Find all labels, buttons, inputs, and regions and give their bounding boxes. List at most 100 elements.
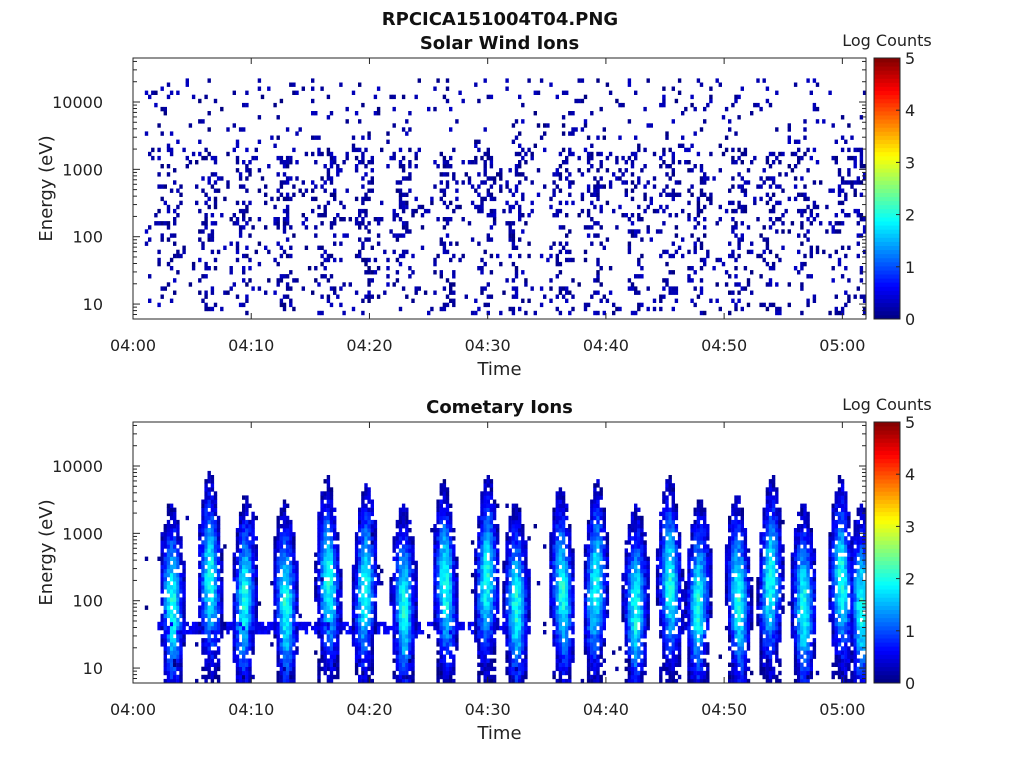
- spectrogram-cell: [251, 646, 255, 651]
- colorbar-step: [874, 204, 900, 210]
- spectrogram-cell: [289, 253, 293, 259]
- spectrogram-cell: [505, 532, 509, 537]
- spectrogram-cell: [163, 536, 167, 541]
- spectrogram-cell: [734, 302, 738, 308]
- spectrogram-cell: [414, 585, 418, 590]
- spectrogram-cell: [251, 532, 255, 537]
- spectrogram-cell: [232, 560, 236, 566]
- spectrogram-cell: [282, 548, 287, 553]
- spectrogram-cell: [213, 670, 218, 676]
- spectrogram-cell: [746, 168, 751, 173]
- spectrogram-cell: [825, 204, 829, 210]
- spectrogram-cell: [436, 548, 440, 553]
- spectrogram-cell: [508, 617, 512, 623]
- spectrogram-cell: [740, 306, 744, 312]
- spectrogram-cell: [169, 678, 174, 684]
- spectrogram-cell: [401, 678, 406, 684]
- spectrogram-cell: [778, 160, 782, 165]
- spectrogram-cell: [358, 678, 362, 684]
- spectrogram-cell: [279, 601, 284, 606]
- spectrogram-cell: [452, 597, 456, 602]
- spectrogram-cell: [198, 257, 202, 263]
- spectrogram-cell: [771, 261, 776, 267]
- spectrogram-cell: [238, 670, 243, 676]
- spectrogram-cell: [561, 147, 566, 153]
- spectrogram-cell: [803, 196, 807, 202]
- spectrogram-cell: [693, 302, 697, 308]
- spectrogram-cell: [552, 180, 556, 185]
- spectrogram-cell: [489, 650, 494, 655]
- spectrogram-cell: [282, 662, 287, 667]
- spectrogram-cell: [242, 678, 246, 684]
- spectrogram-cell: [282, 625, 287, 631]
- spectrogram-cell: [514, 621, 519, 627]
- spectrogram-cell: [333, 290, 337, 295]
- spectrogram-cell: [401, 609, 406, 614]
- spectrogram-cell: [502, 621, 506, 627]
- spectrogram-cell: [442, 581, 447, 586]
- spectrogram-cell: [847, 180, 851, 185]
- spectrogram-cell: [483, 168, 487, 173]
- spectrogram-cell: [292, 609, 296, 614]
- spectrogram-cell: [204, 597, 208, 602]
- spectrogram-cell: [242, 225, 246, 230]
- spectrogram-cell: [405, 678, 409, 684]
- spectrogram-cell: [809, 213, 813, 218]
- spectrogram-cell: [630, 180, 635, 185]
- spectrogram-cell: [565, 290, 569, 295]
- spectrogram-cell: [323, 266, 327, 271]
- spectrogram-cell: [439, 491, 443, 496]
- spectrogram-cell: [245, 528, 249, 533]
- spectrogram-cell: [652, 176, 657, 181]
- spectrogram-cell: [176, 666, 180, 672]
- spectrogram-cell: [157, 625, 161, 631]
- spectrogram-cell: [292, 306, 296, 312]
- spectrogram-cell: [596, 261, 600, 267]
- spectrogram-cell: [201, 630, 205, 635]
- spectrogram-cell: [521, 638, 525, 643]
- spectrogram-cell: [176, 581, 180, 586]
- spectrogram-cell: [320, 213, 324, 218]
- spectrogram-cell: [163, 532, 167, 537]
- spectrogram-cell: [508, 642, 512, 647]
- spectrogram-cell: [483, 572, 487, 578]
- spectrogram-cell: [198, 552, 202, 557]
- spectrogram-cell: [740, 208, 744, 214]
- spectrogram-cell: [831, 188, 835, 193]
- spectrogram-cell: [279, 184, 284, 189]
- spectrogram-cell: [787, 127, 791, 132]
- spectrogram-cell: [204, 678, 208, 684]
- spectrogram-cell: [163, 617, 167, 623]
- spectrogram-cell: [320, 597, 324, 602]
- spectrogram-cell: [364, 270, 368, 275]
- spectrogram-cell: [182, 581, 186, 586]
- spectrogram-cell: [173, 658, 177, 663]
- spectrogram-cell: [392, 638, 396, 643]
- spectrogram-cell: [336, 585, 340, 590]
- spectrogram-cell: [392, 597, 396, 602]
- spectrogram-cell: [238, 630, 243, 635]
- spectrogram-cell: [511, 678, 516, 684]
- spectrogram-cell: [163, 666, 167, 672]
- spectrogram-cell: [574, 127, 578, 132]
- spectrogram-cell: [166, 519, 171, 525]
- spectrogram-cell: [157, 261, 161, 267]
- spectrogram-cell: [740, 286, 744, 291]
- spectrogram-cell: [442, 617, 447, 623]
- spectrogram-cell: [364, 164, 368, 169]
- spectrogram-cell: [358, 654, 362, 659]
- spectrogram-cell: [518, 164, 522, 169]
- spectrogram-cell: [486, 572, 490, 578]
- spectrogram-cell: [285, 160, 290, 165]
- spectrogram-cell: [395, 536, 400, 541]
- spectrogram-cell: [511, 625, 516, 631]
- spectrogram-cell: [251, 524, 255, 529]
- spectrogram-cell: [452, 625, 456, 631]
- spectrogram-cell: [354, 540, 359, 545]
- spectrogram-cell: [320, 524, 324, 529]
- spectrogram-cell: [204, 658, 208, 663]
- spectrogram-cell: [505, 180, 509, 185]
- spectrogram-cell: [489, 483, 494, 488]
- spectrogram-cell: [477, 564, 481, 570]
- spectrogram-cell: [238, 674, 243, 680]
